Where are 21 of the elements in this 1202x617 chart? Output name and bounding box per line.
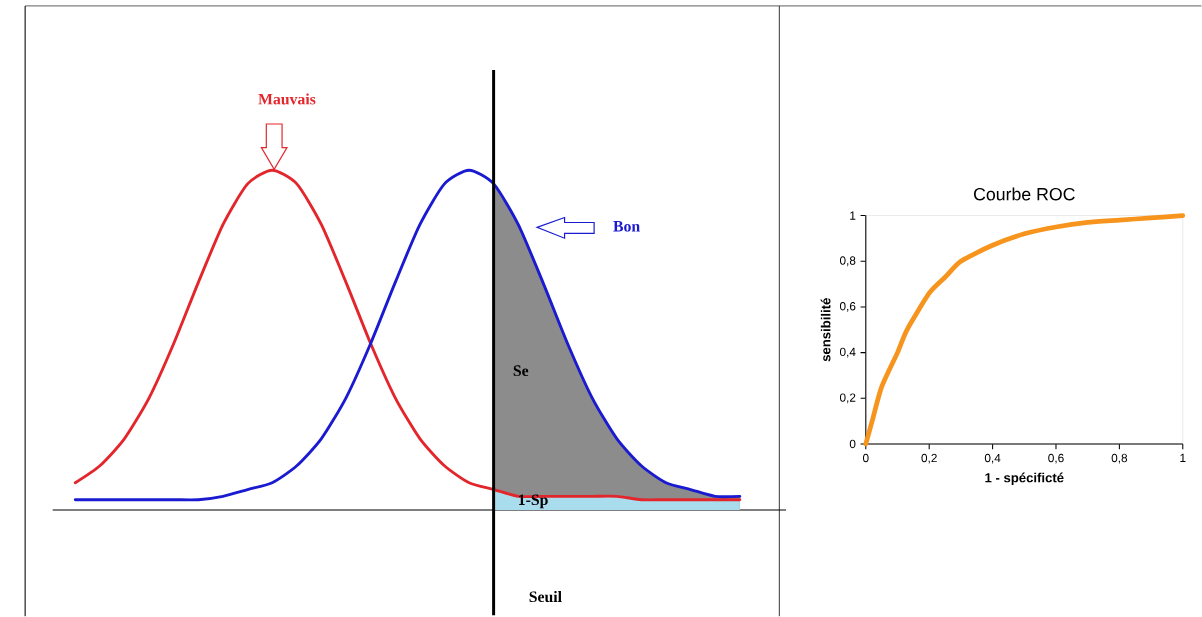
- annotation: Se: [513, 365, 529, 377]
- x-tick-label: 0,6: [1048, 453, 1064, 464]
- chart-title: Courbe ROC: [973, 187, 1075, 201]
- y-tick-label: 0,8: [839, 256, 856, 267]
- y-tick-label: 0,2: [839, 393, 856, 404]
- x-axis-title: 1 - spécificté: [985, 472, 1064, 486]
- y-tick-label: 1: [850, 211, 856, 220]
- x-tick-label: 0,8: [1111, 453, 1128, 464]
- text: Seuil: [529, 591, 562, 603]
- legend-label: Bon: [613, 221, 640, 232]
- x-tick-label: 0: [862, 453, 869, 463]
- y-tick-label: 0,4: [839, 347, 856, 358]
- annotation: 1-Sp: [519, 494, 548, 509]
- line-series: [863, 213, 1186, 447]
- x-tick-label: 0,2: [921, 453, 937, 464]
- text: Mauvais: [258, 93, 316, 105]
- y-axis-title: sensibilité: [820, 298, 831, 362]
- y-tick-label: 0: [849, 439, 856, 449]
- x-tick-label: 1: [1180, 453, 1186, 463]
- x-tick-label: 0,4: [984, 453, 1001, 464]
- y-tick-label: 0,6: [839, 302, 856, 312]
